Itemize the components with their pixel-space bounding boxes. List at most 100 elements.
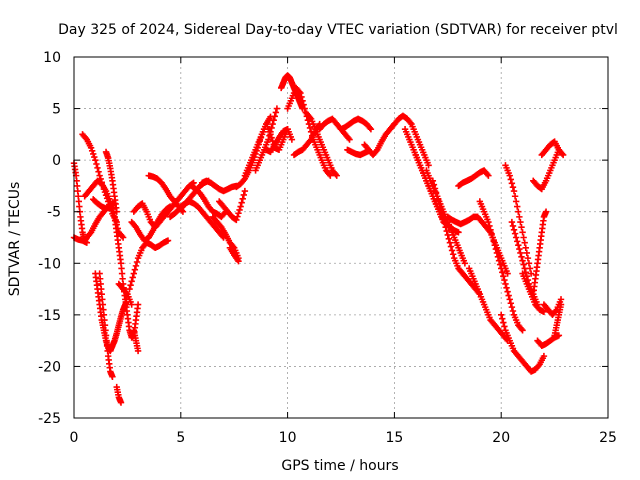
data-point [301, 105, 308, 112]
series-t56 [551, 301, 565, 339]
data-point [236, 206, 243, 214]
data-point [507, 300, 515, 307]
data-point [446, 239, 454, 246]
data-point [508, 303, 516, 311]
data-point [96, 172, 103, 179]
data-point [525, 260, 533, 267]
series-t26 [241, 120, 291, 179]
series-t43 [455, 167, 492, 190]
data-point [501, 276, 508, 284]
data-point [130, 270, 138, 277]
data-point [134, 347, 142, 355]
y-tick-labels: 10 5 0 -5 -10 -15 -20 -25 [38, 50, 61, 427]
x-tick-label: 5 [176, 430, 185, 446]
data-point [134, 301, 142, 308]
data-point [233, 216, 240, 224]
data-point [117, 399, 125, 406]
series-t55 [540, 296, 565, 319]
y-tick-label: -10 [38, 256, 61, 272]
data-point [518, 325, 525, 333]
data-point [127, 282, 134, 289]
data-point [485, 172, 492, 179]
data-point [425, 162, 432, 169]
data-point [273, 105, 281, 112]
data-point [540, 352, 548, 360]
data-point [235, 210, 242, 217]
series-t36 [361, 120, 398, 159]
data-point [506, 172, 513, 179]
x-tick-label: 10 [279, 430, 297, 446]
x-tick-label: 0 [70, 430, 79, 446]
data-point [498, 311, 505, 319]
grid [74, 57, 608, 418]
data-point [109, 373, 116, 380]
data-point [129, 274, 136, 281]
series-t12 [130, 327, 142, 355]
data-point [119, 234, 127, 241]
y-axis-label: SDTVAR / TECUs [7, 182, 23, 297]
series-t45 [476, 198, 526, 334]
data-point [557, 301, 565, 308]
data-point [272, 109, 280, 116]
data-point [240, 191, 248, 199]
data-point [520, 234, 527, 241]
data-point [519, 229, 526, 236]
x-axis-label: GPS time / hours [281, 458, 398, 474]
data-point [297, 89, 304, 97]
data-point [265, 136, 272, 143]
data-point [505, 292, 512, 299]
data-point [500, 319, 507, 326]
data-point [499, 269, 506, 276]
data-point [432, 189, 440, 196]
data-point [486, 222, 493, 230]
data-point [526, 265, 534, 272]
series-t28 [263, 126, 296, 156]
data-point [522, 269, 529, 276]
data-point [523, 249, 531, 257]
data-point [511, 193, 519, 200]
data-point [461, 260, 469, 267]
series-t52 [530, 146, 563, 193]
data-point [558, 150, 566, 157]
data-point [86, 230, 94, 237]
data-point [238, 199, 245, 206]
y-tick-label: -15 [38, 308, 61, 324]
series-t40 [423, 167, 469, 267]
data-point [515, 208, 522, 215]
data-point [164, 237, 172, 244]
series-t9 [111, 213, 142, 341]
data-point [515, 242, 522, 249]
data-point [504, 288, 511, 295]
data-point [239, 195, 246, 203]
data-point [346, 136, 353, 143]
data-point [518, 253, 525, 261]
data-point [88, 147, 96, 155]
data-point [445, 235, 453, 242]
data-point [510, 187, 518, 195]
data-point [455, 229, 462, 236]
data-point [508, 218, 516, 226]
data-point [542, 208, 550, 215]
series-t48 [502, 162, 535, 277]
data-point [442, 223, 449, 231]
data-point [504, 270, 511, 277]
data-point [449, 251, 457, 258]
data-point [514, 203, 521, 210]
data-point [333, 172, 340, 179]
data-point [512, 198, 520, 205]
data-point [540, 308, 548, 315]
data-point [332, 171, 339, 178]
y-tick-label: -5 [47, 205, 61, 221]
data-point [266, 132, 273, 139]
data-point [367, 126, 375, 133]
series-t54 [534, 332, 563, 349]
data-point [366, 124, 374, 132]
data-point [517, 218, 524, 226]
data-point [267, 128, 274, 135]
data-point [288, 136, 296, 143]
data-point [503, 284, 510, 291]
series-t7 [96, 270, 116, 380]
data-point [131, 266, 139, 273]
